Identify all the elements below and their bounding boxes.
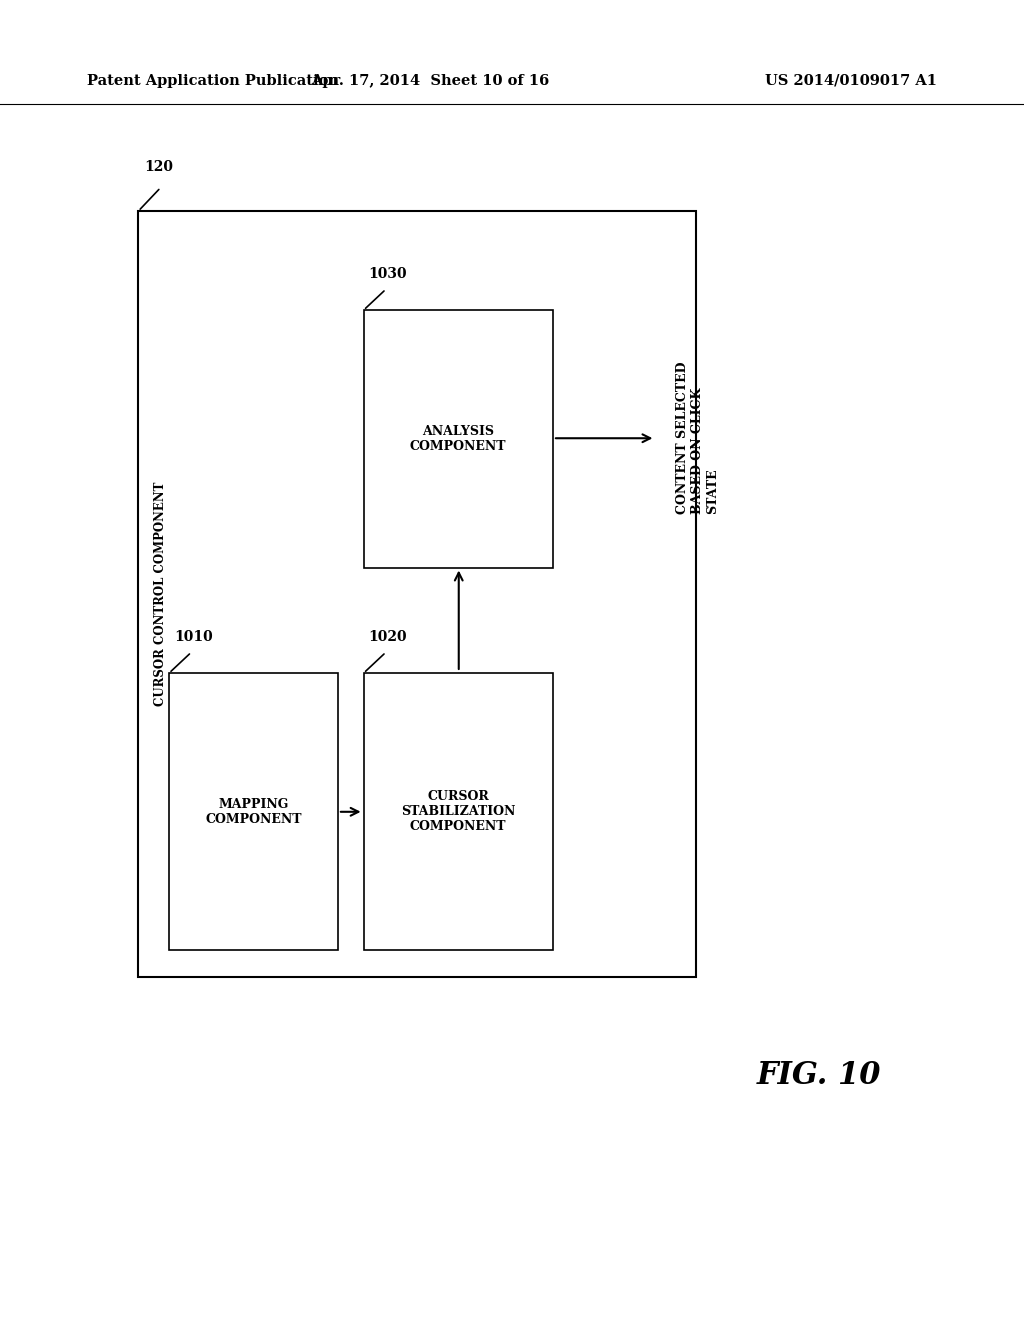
Text: Apr. 17, 2014  Sheet 10 of 16: Apr. 17, 2014 Sheet 10 of 16 [311, 74, 549, 87]
Text: Patent Application Publication: Patent Application Publication [87, 74, 339, 87]
Text: ANALYSIS
COMPONENT: ANALYSIS COMPONENT [410, 425, 507, 453]
Text: MAPPING
COMPONENT: MAPPING COMPONENT [205, 797, 302, 826]
Text: 120: 120 [144, 160, 173, 174]
Text: CURSOR
STABILIZATION
COMPONENT: CURSOR STABILIZATION COMPONENT [401, 791, 515, 833]
Text: CURSOR CONTROL COMPONENT: CURSOR CONTROL COMPONENT [155, 482, 167, 706]
Text: CONTENT SELECTED
BASED ON CLICK
STATE: CONTENT SELECTED BASED ON CLICK STATE [676, 362, 719, 515]
Text: US 2014/0109017 A1: US 2014/0109017 A1 [765, 74, 937, 87]
Text: 1030: 1030 [369, 267, 408, 281]
Text: 1010: 1010 [174, 630, 213, 644]
Bar [138, 211, 696, 977]
Bar [364, 310, 553, 568]
Text: FIG. 10: FIG. 10 [757, 1060, 882, 1092]
Bar [169, 673, 338, 950]
Text: 1020: 1020 [369, 630, 408, 644]
Bar [364, 673, 553, 950]
